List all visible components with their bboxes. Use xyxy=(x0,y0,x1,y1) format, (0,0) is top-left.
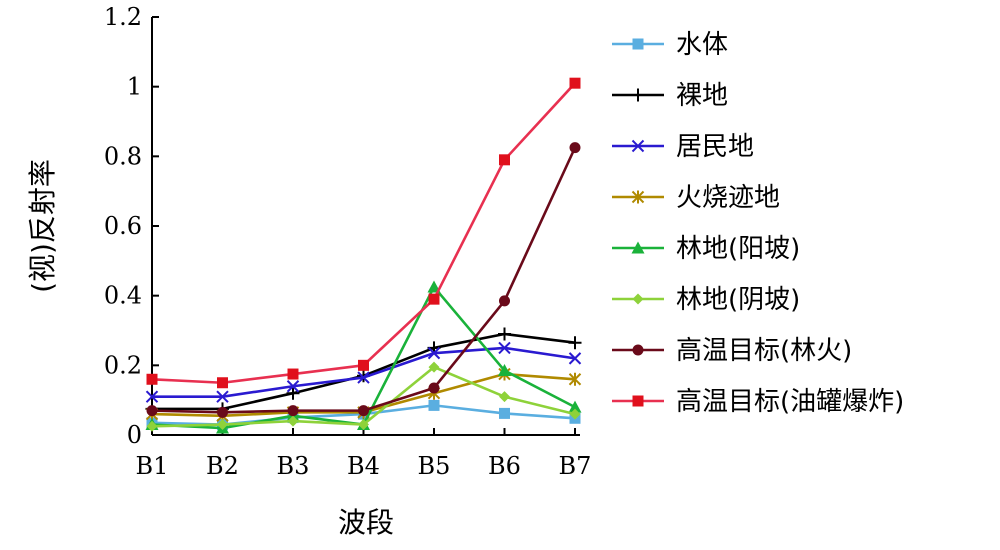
legend-entry: 高温目标(林火) xyxy=(612,336,852,366)
y-tick-label: 0.2 xyxy=(104,351,142,379)
data-point xyxy=(568,352,582,365)
data-point xyxy=(146,420,158,432)
legend-swatch-marker xyxy=(631,139,645,153)
data-point xyxy=(358,405,369,417)
x-ticks: B1 B2 B3 B4 B5 B6 B7 xyxy=(136,428,592,480)
legend-label: 水体 xyxy=(676,30,728,60)
data-point xyxy=(499,391,510,403)
x-tick-label: B3 xyxy=(277,452,310,480)
legend-label: 林地(阳坡) xyxy=(676,234,800,264)
legend-entry: 火烧迹地 xyxy=(612,183,780,213)
axes xyxy=(151,17,580,436)
legend-label: 居民地 xyxy=(676,132,754,162)
data-point xyxy=(358,359,369,371)
data-point xyxy=(217,419,228,431)
legend-entry: 林地(阴坡) xyxy=(612,285,800,315)
legend-label: 林地(阴坡) xyxy=(676,285,800,315)
legend-entry: 林地(阳坡) xyxy=(612,234,800,264)
data-point xyxy=(428,361,440,373)
data-point xyxy=(287,415,299,427)
legend-label: 火烧迹地 xyxy=(676,183,780,213)
legend-label: 裸地 xyxy=(676,81,728,111)
data-point xyxy=(498,364,511,377)
legend-label: 高温目标(林火) xyxy=(676,336,852,366)
series xyxy=(145,77,582,434)
legend-swatch-marker xyxy=(631,88,645,102)
data-point xyxy=(427,346,441,360)
data-point xyxy=(499,154,510,166)
data-point xyxy=(287,368,299,380)
x-tick-label: B1 xyxy=(136,452,169,480)
legend-swatch-marker xyxy=(632,293,644,305)
legend-swatch-marker xyxy=(631,241,645,254)
data-point xyxy=(568,400,582,413)
series-5 xyxy=(146,361,581,432)
legend-label: 高温目标(油罐爆炸) xyxy=(676,387,904,417)
legend-swatch-marker xyxy=(631,190,645,204)
x-tick-label: B6 xyxy=(488,452,521,480)
data-point xyxy=(357,371,370,384)
data-point xyxy=(569,77,581,89)
legend-swatch-marker xyxy=(632,344,644,356)
legend-entry: 居民地 xyxy=(612,132,754,162)
x-axis-title: 波段 xyxy=(338,506,394,539)
x-tick-label: B7 xyxy=(559,452,592,480)
y-tick-label: 0.4 xyxy=(104,282,142,310)
data-point xyxy=(217,377,228,389)
data-point xyxy=(569,408,581,420)
data-point xyxy=(498,341,511,355)
x-tick-label: B5 xyxy=(418,452,451,480)
series-7 xyxy=(146,77,581,389)
legend-entry: 水体 xyxy=(612,30,728,60)
data-point xyxy=(358,419,369,431)
data-point xyxy=(428,382,440,394)
series-6 xyxy=(146,142,581,418)
y-axis-title: (视)反射率 xyxy=(26,159,59,293)
data-point xyxy=(286,386,300,400)
series-1 xyxy=(145,327,582,416)
y-tick-label: 1.2 xyxy=(104,3,142,31)
x-tick-label: B2 xyxy=(206,452,239,480)
data-point xyxy=(286,380,300,393)
data-point xyxy=(499,295,510,307)
y-ticks: 0 0.2 0.4 0.6 0.8 1 1.2 xyxy=(104,3,159,449)
data-point xyxy=(146,373,158,385)
data-point xyxy=(145,390,159,403)
series-line xyxy=(151,82,576,385)
data-point xyxy=(568,372,582,386)
data-point xyxy=(569,142,581,154)
data-point xyxy=(428,293,440,305)
y-tick-label: 0 xyxy=(127,421,142,449)
data-point xyxy=(287,405,299,417)
series-2 xyxy=(145,341,582,403)
data-point xyxy=(146,405,158,417)
data-point xyxy=(217,406,228,418)
legend-swatch-marker xyxy=(632,395,644,407)
x-tick-label: B4 xyxy=(347,452,380,480)
data-point xyxy=(499,407,510,419)
y-tick-label: 0.6 xyxy=(104,212,142,240)
data-point xyxy=(428,399,440,411)
data-point xyxy=(427,280,441,293)
y-tick-label: 1 xyxy=(127,73,142,101)
y-tick-label: 0.8 xyxy=(104,142,142,170)
legend-swatch-marker xyxy=(632,38,644,50)
legend-entry: 高温目标(油罐爆炸) xyxy=(612,387,904,417)
data-point xyxy=(568,336,582,350)
data-point xyxy=(216,390,229,403)
legend-entry: 裸地 xyxy=(612,81,728,111)
data-point xyxy=(498,327,511,341)
